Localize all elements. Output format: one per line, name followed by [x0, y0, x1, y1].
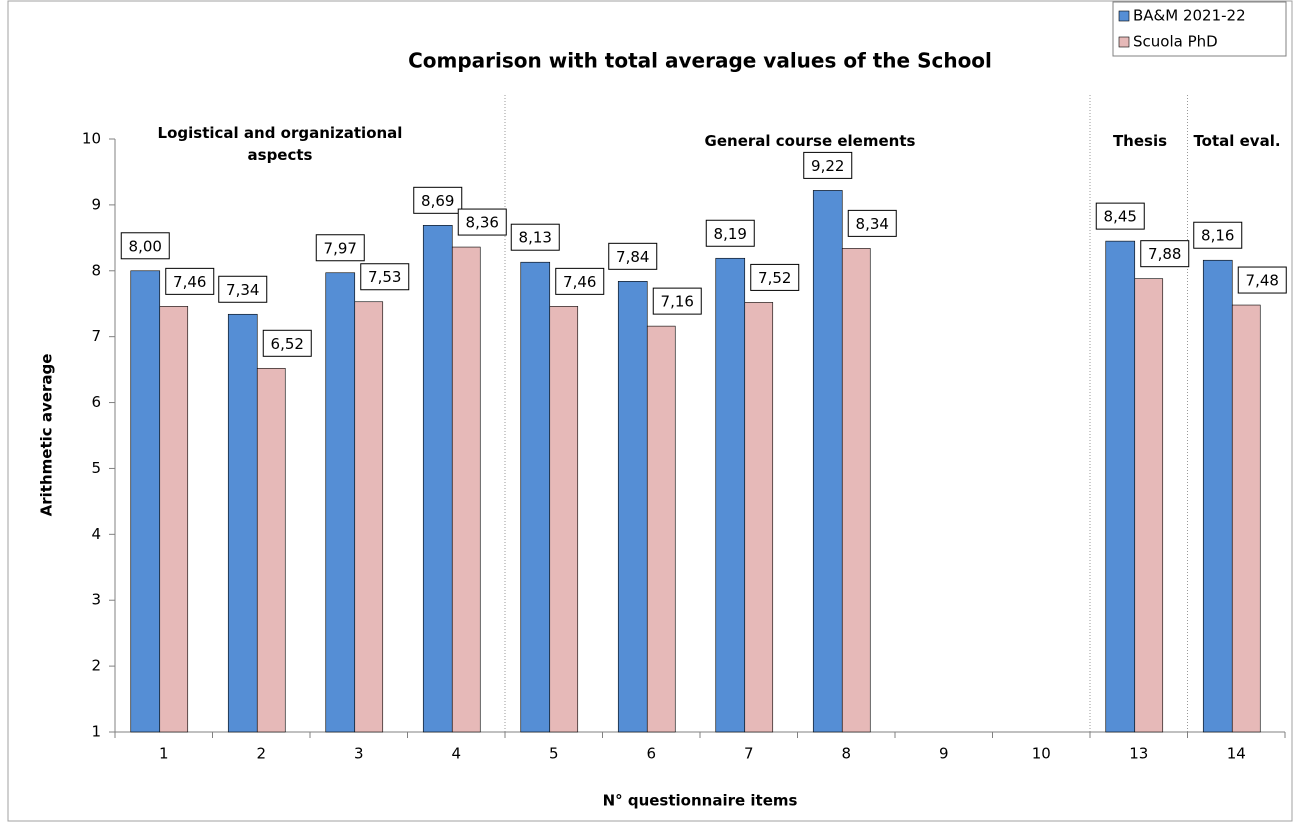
- bar: [1202, 259, 1233, 733]
- bar: [451, 246, 481, 733]
- legend-box: [1112, 1, 1287, 57]
- value-label-box: [120, 232, 170, 260]
- value-label-box: [750, 263, 800, 291]
- value-label-box: [1095, 202, 1145, 230]
- y-tick-label: 3: [91, 591, 101, 609]
- value-label-box: [803, 151, 853, 179]
- x-tick-label: 5: [549, 745, 559, 763]
- y-tick-label: 8: [91, 261, 101, 279]
- bar: [812, 190, 843, 733]
- value-label: 8,00: [129, 237, 162, 255]
- value-label: 7,52: [758, 269, 791, 287]
- x-tick-label: 6: [646, 745, 656, 763]
- bar: [325, 272, 356, 733]
- value-label-box: [510, 223, 560, 251]
- section-label-box: Logistical and organizational aspects: [157, 124, 403, 164]
- value-label-box: [165, 267, 215, 295]
- value-label-box: [705, 219, 755, 247]
- value-label: 7,34: [226, 281, 259, 299]
- value-label-box: [413, 186, 463, 214]
- value-label: 8,36: [466, 214, 499, 232]
- section-label: Logistical and organizational aspects: [157, 124, 403, 164]
- bar: [549, 306, 579, 733]
- x-tick-label: 9: [939, 745, 949, 763]
- x-tick-label: 1: [159, 745, 169, 763]
- y-tick-label: 1: [91, 723, 101, 741]
- bar: [715, 257, 746, 733]
- section-label: General course elements: [704, 132, 916, 150]
- y-tick-label: 6: [91, 393, 101, 411]
- bar: [520, 261, 551, 733]
- y-tick-label: 2: [91, 657, 101, 675]
- section-label-box: Total eval.: [1193, 132, 1281, 150]
- y-axis-label: Arithmetic average: [38, 354, 56, 517]
- value-label: 8,16: [1201, 227, 1234, 245]
- legend-swatch: [1118, 36, 1130, 48]
- value-label: 7,97: [324, 239, 357, 257]
- value-label: 8,19: [714, 225, 747, 243]
- bar: [422, 225, 453, 733]
- value-label: 7,46: [563, 273, 596, 291]
- x-tick-label: 13: [1129, 745, 1148, 763]
- value-label-box: [262, 329, 312, 357]
- value-label: 7,53: [368, 268, 401, 286]
- value-label-box: [1193, 221, 1243, 249]
- value-label: 7,16: [661, 293, 694, 311]
- bar: [256, 367, 286, 733]
- value-label-box: [457, 208, 507, 236]
- x-tick-label: 10: [1032, 745, 1051, 763]
- x-axis-label: N° questionnaire items: [603, 792, 798, 810]
- value-label: 6,52: [271, 335, 304, 353]
- chart-title: Comparison with total average values of …: [408, 49, 992, 73]
- value-label-box: [847, 209, 897, 237]
- bar: [744, 302, 774, 733]
- section-label-box: Thesis: [1112, 132, 1168, 150]
- y-tick-label: 4: [91, 525, 101, 543]
- value-label-box: [315, 234, 365, 262]
- legend-swatch: [1118, 10, 1130, 22]
- x-tick-label: 14: [1227, 745, 1246, 763]
- value-label-box: [1140, 240, 1190, 268]
- bar: [1105, 240, 1136, 733]
- value-label: 8,45: [1104, 208, 1137, 226]
- y-tick-label: 10: [82, 130, 101, 148]
- value-label: 7,48: [1246, 272, 1279, 290]
- bar: [159, 306, 189, 733]
- y-tick-label: 5: [91, 459, 101, 477]
- bar: [227, 313, 258, 733]
- legend-label: BA&M 2021-22: [1133, 7, 1246, 25]
- bar: [130, 270, 161, 733]
- bar: [1231, 304, 1261, 733]
- x-tick-label: 4: [451, 745, 461, 763]
- x-tick-label: 2: [256, 745, 266, 763]
- value-label-box: [652, 287, 702, 315]
- value-label: 8,69: [421, 192, 454, 210]
- value-label: 7,84: [616, 248, 649, 266]
- x-tick-label: 7: [744, 745, 754, 763]
- bar: [617, 281, 648, 733]
- value-label: 9,22: [811, 157, 844, 175]
- y-tick-label: 7: [91, 327, 101, 345]
- value-label-box: [360, 263, 410, 291]
- value-label-box: [555, 267, 605, 295]
- section-label: Total eval.: [1193, 132, 1281, 150]
- bar: [354, 301, 384, 733]
- bar: [1134, 278, 1164, 733]
- legend-label: Scuola PhD: [1133, 33, 1218, 51]
- value-label: 8,13: [519, 229, 552, 247]
- section-label: Thesis: [1112, 132, 1168, 150]
- value-label-box: [1237, 266, 1287, 294]
- x-tick-label: 8: [841, 745, 851, 763]
- bar: [841, 248, 871, 733]
- y-tick-label: 9: [91, 195, 101, 213]
- value-label: 8,34: [856, 215, 889, 233]
- section-label-box: General course elements: [704, 132, 916, 150]
- x-tick-label: 3: [354, 745, 364, 763]
- bar: [646, 325, 676, 733]
- value-label: 7,88: [1148, 245, 1181, 263]
- value-label-box: [608, 242, 658, 270]
- value-label-box: [218, 275, 268, 303]
- value-label: 7,46: [173, 273, 206, 291]
